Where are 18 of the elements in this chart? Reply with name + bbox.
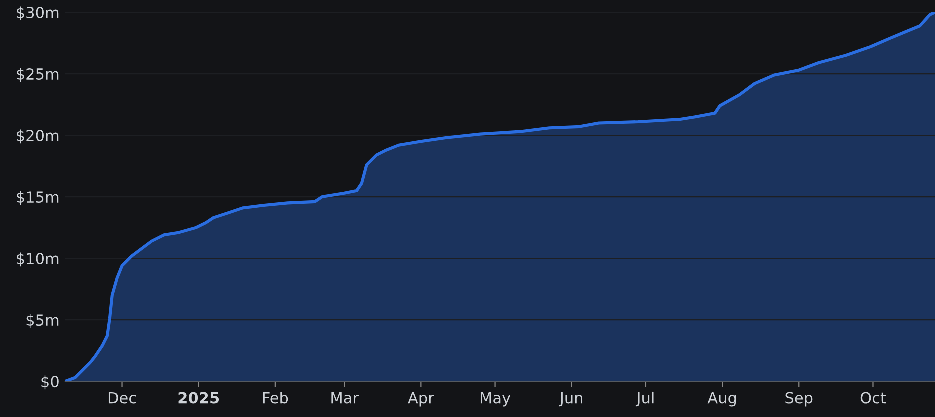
x-tick-label: Apr xyxy=(408,392,434,407)
y-tick-label: $15m xyxy=(17,191,59,206)
x-tick-label: Mar xyxy=(332,392,360,404)
x-tick-label: Jun xyxy=(559,392,583,407)
x-tick-label: Jul xyxy=(636,392,654,407)
x-tick-label: Dec xyxy=(108,392,136,404)
y-tick-label: $25m xyxy=(17,68,59,82)
y-tick-label: $10m xyxy=(17,252,59,267)
x-tick-label: Sep xyxy=(786,392,813,407)
x-tick-label: Oct xyxy=(860,392,886,404)
y-tick-label: $20m xyxy=(17,130,59,144)
x-tick-label: Aug xyxy=(708,392,736,407)
y-tick-label: $30m xyxy=(17,6,59,21)
y-tick-label: $5m xyxy=(26,314,59,328)
x-tick-label: Feb xyxy=(263,392,288,404)
x-tick-label: May xyxy=(480,392,511,407)
x-tick-label: 2025 xyxy=(178,392,220,404)
y-tick-label: $0 xyxy=(42,376,59,390)
